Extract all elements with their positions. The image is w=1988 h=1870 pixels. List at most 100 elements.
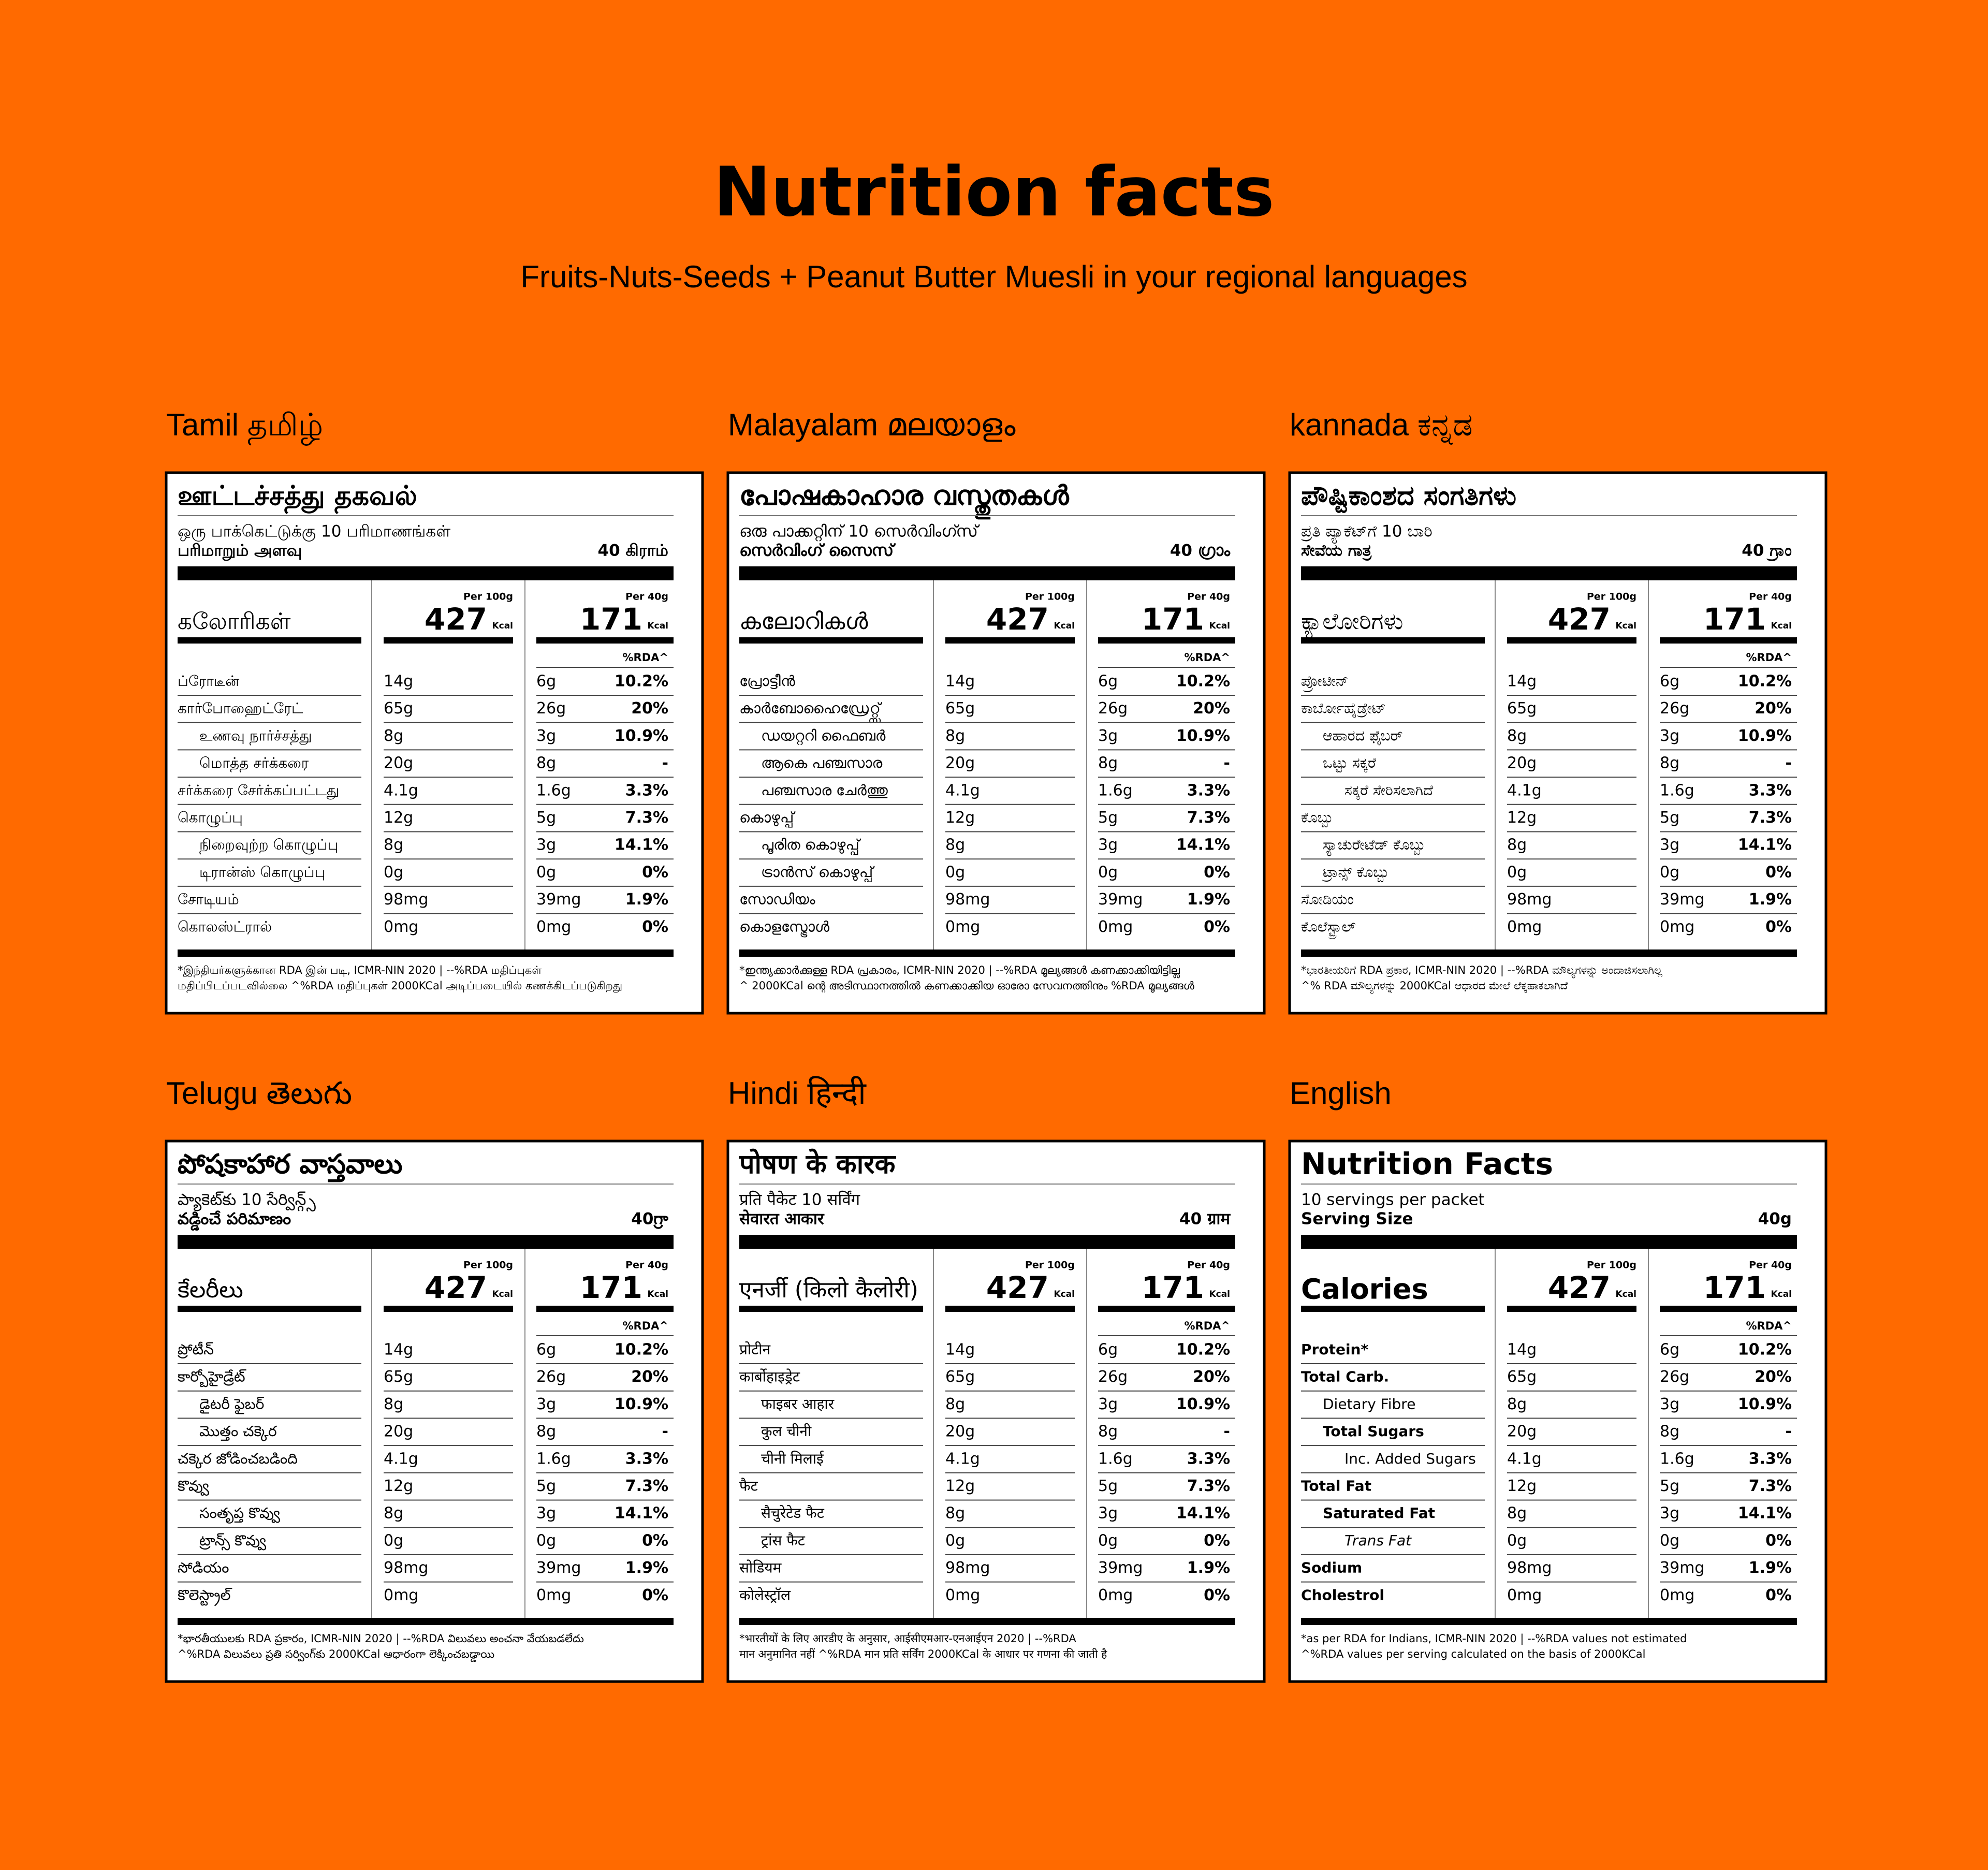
rda-label: %RDA^ <box>1746 1320 1792 1332</box>
serving-size-value: 40g <box>1758 1210 1792 1229</box>
per-100g-value: 12g <box>1507 809 1537 827</box>
per-40g-value: 6g <box>1660 1341 1679 1359</box>
thick-bar <box>739 566 1235 580</box>
per-100g-value: 65g <box>1507 1368 1537 1386</box>
rda-value: - <box>1224 1423 1230 1441</box>
calories-label: Calories <box>1301 1273 1428 1306</box>
bottom-bar <box>1301 949 1797 957</box>
rda-value: 14.1% <box>615 1504 668 1523</box>
kcal-unit: Kcal <box>1209 1289 1230 1299</box>
rda-value: 20% <box>1755 699 1792 718</box>
per-40g-value: 26g <box>1660 699 1689 718</box>
nutrient-name: ಒಟ್ಟು ಸಕ್ಕರೆ <box>1323 754 1377 772</box>
rda-value: 0% <box>642 1531 668 1550</box>
per-100g-value: 8g <box>1507 727 1527 745</box>
per-label: Per 100g <box>463 591 513 603</box>
calories-label: കലോറികൾ <box>739 608 868 635</box>
kcal-unit: Kcal <box>1615 621 1636 631</box>
per-40g-value: 0mg <box>536 918 571 936</box>
per-100g-value: 65g <box>384 1368 413 1386</box>
kcal-unit: Kcal <box>1615 1289 1636 1299</box>
footnote: *இந்தியர்களுக்கான RDA இன் படி, ICMR-NIN … <box>178 964 542 977</box>
panel-frame <box>1288 1139 1828 1683</box>
nutrition-panel: Nutrition Facts 10 servings per packetSer… <box>1288 1139 1828 1683</box>
nutrient-name: ಆಹಾರದ ಫೈಬರ್ <box>1323 727 1402 745</box>
rda-value: 14.1% <box>1176 836 1230 854</box>
page-title: Nutrition facts <box>713 152 1274 232</box>
footnote: ^%RDA values per serving calculated on t… <box>1301 1648 1645 1660</box>
serving-size-label: பரிமாறும் அளவு <box>178 542 302 561</box>
nutrient-name: మొత్తం చక్కెర <box>199 1423 277 1441</box>
rda-value: 3.3% <box>1749 1450 1792 1468</box>
serving-size-label: ಸೇವೆಯ ಗಾತ್ರ <box>1301 542 1372 561</box>
per-100g-value: 8g <box>945 836 965 854</box>
rda-value: 7.3% <box>1187 809 1230 827</box>
footnote: *as per RDA for Indians, ICMR-NIN 2020 |… <box>1301 1632 1687 1645</box>
per-100g-value: 98mg <box>384 890 428 909</box>
per-40g-value: 8g <box>1098 1423 1118 1441</box>
per-100g-value: 98mg <box>945 1559 990 1577</box>
nutrient-name: ಸ್ಯಾಚುರೇಟೆಡ್ ಕೊಬ್ಬು <box>1323 836 1426 856</box>
header-rule <box>536 1306 674 1312</box>
rda-value: 0% <box>1204 863 1230 881</box>
rda-value: 7.3% <box>625 1477 668 1495</box>
rda-value: 0% <box>1765 863 1792 881</box>
page-subtitle: Fruits-Nuts-Seeds + Peanut Butter Muesli… <box>520 259 1467 294</box>
per-100g-value: 14g <box>1507 1341 1537 1359</box>
kcal-value: 427 <box>1548 602 1611 637</box>
kcal-value: 171 <box>580 1270 642 1305</box>
per-100g-value: 0g <box>945 1531 965 1550</box>
per-40g-value: 3g <box>1660 836 1679 854</box>
nutrient-name: सोडियम <box>739 1559 782 1576</box>
nutrient-name: ಸೋಡಿಯಂ <box>1301 891 1354 908</box>
per-40g-value: 8g <box>536 754 556 772</box>
per-100g-value: 8g <box>384 727 403 745</box>
rda-value: 3.3% <box>1187 1450 1230 1468</box>
panel-frame <box>726 471 1266 1015</box>
rda-value: 3.3% <box>1749 781 1792 799</box>
per-40g-value: 1.6g <box>1098 1450 1133 1468</box>
kcal-value: 427 <box>425 1270 487 1305</box>
nutrient-name: டிரான்ஸ் கொழுப்பு <box>199 864 325 882</box>
per-label: Per 100g <box>1025 1260 1075 1271</box>
per-100g-value: 20g <box>1507 754 1537 772</box>
nutrient-name: సోడియం <box>178 1559 229 1576</box>
rda-value: 7.3% <box>625 809 668 827</box>
per-100g-value: 4.1g <box>1507 781 1542 799</box>
per-100g-value: 8g <box>1507 1395 1527 1413</box>
hairline <box>178 515 674 516</box>
nutrient-name: Total Carb. <box>1301 1368 1389 1385</box>
per-40g-value: 0g <box>1660 863 1679 881</box>
rda-value: 0% <box>642 918 668 936</box>
per-100g-value: 14g <box>945 673 975 691</box>
rda-value: 20% <box>1193 1368 1230 1386</box>
language-label: Malayalam മലയാളം <box>728 407 1016 442</box>
nutrient-name: ഡയറ്ററി ഫൈബർ <box>761 727 886 744</box>
per-40g-value: 5g <box>1098 1477 1118 1495</box>
panel-title: ಪೌಷ್ಟಿಕಾಂಶದ ಸಂಗತಿಗಳು <box>1301 480 1516 513</box>
per-40g-value: 26g <box>1660 1368 1689 1386</box>
nutrient-name: चीनी मिलाई <box>761 1450 824 1467</box>
per-100g-value: 98mg <box>945 890 990 909</box>
bottom-bar <box>739 949 1235 957</box>
per-100g-value: 98mg <box>1507 890 1552 909</box>
serving-size-value: 40 ग्राम <box>1179 1210 1231 1229</box>
serving-size-label: Serving Size <box>1301 1210 1413 1229</box>
nutrient-name: ಟ್ರಾನ್ಸ್ ಕೊಬ್ಬು <box>1321 864 1389 882</box>
header-rule <box>945 1306 1075 1312</box>
per-40g-value: 3g <box>536 727 556 745</box>
serving-size-value: 40గ్రా <box>631 1210 668 1230</box>
per-40g-value: 8g <box>536 1423 556 1441</box>
nutrient-name: சோடியம் <box>178 891 239 909</box>
header-rule <box>1660 1306 1797 1312</box>
per-100g-value: 0mg <box>945 1586 980 1604</box>
header-rule <box>536 637 674 644</box>
per-40g-value: 3g <box>536 1395 556 1413</box>
servings: ಪ್ರತಿ ಪ್ಯಾಕೆಟ್‌ಗೆ 10 ಬಾರಿ <box>1300 522 1432 544</box>
rda-value: 10.9% <box>615 727 668 745</box>
per-40g-value: 0mg <box>1098 1586 1133 1604</box>
per-100g-value: 14g <box>384 673 413 691</box>
kcal-unit: Kcal <box>1054 1289 1075 1299</box>
panel-title: పోషకాహార వాస్తవాలు <box>178 1149 402 1182</box>
